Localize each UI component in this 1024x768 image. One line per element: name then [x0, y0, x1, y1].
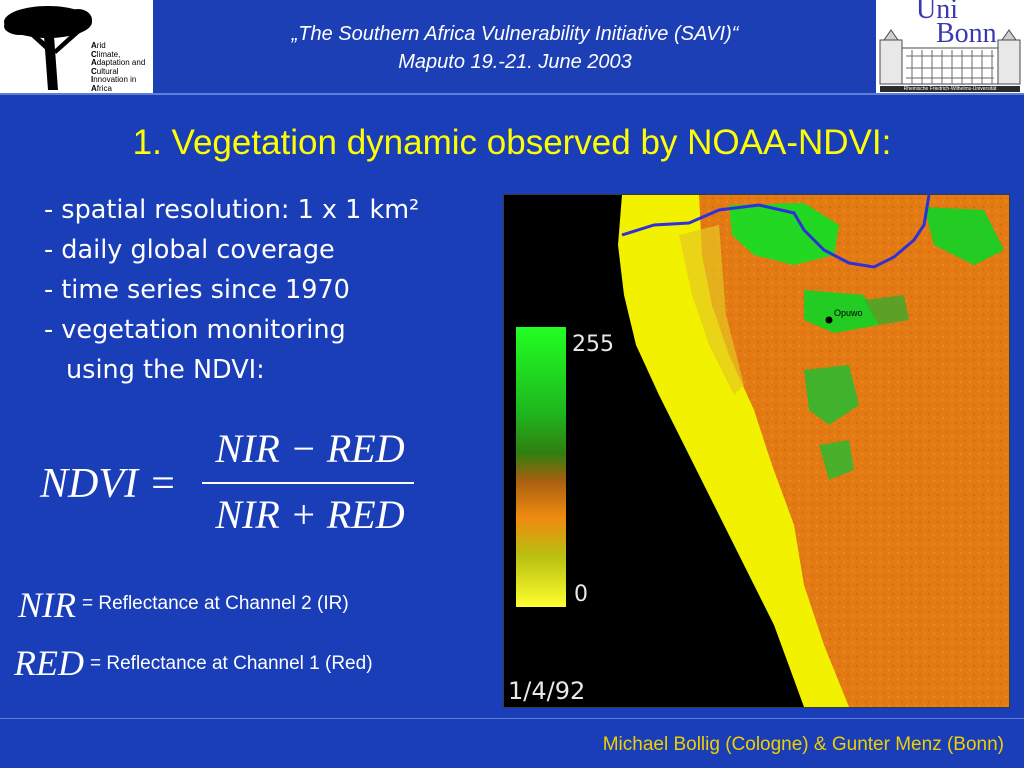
legend-min-label: 0 — [574, 582, 588, 607]
red-description: = Reflectance at Channel 1 (Red) — [90, 653, 373, 674]
bullet-time-series: - time series since 1970 — [44, 275, 350, 305]
bullet-monitoring: - vegetation monitoring — [44, 315, 346, 345]
ndvi-formula: NDVI = NIR − RED NIR + RED — [40, 425, 420, 540]
ndvi-legend-bar — [516, 327, 566, 607]
acacia-tree-icon — [0, 0, 153, 93]
acacia-logo: Arid Climate, Adaptation and Cultural In… — [0, 0, 153, 93]
acacia-acronym: Arid Climate, Adaptation and Cultural In… — [91, 41, 146, 93]
fraction-bar — [202, 482, 414, 484]
nir-description: = Reflectance at Channel 2 (IR) — [82, 593, 349, 614]
header-title: „The Southern Africa Vulnerability Initi… — [160, 20, 870, 76]
formula-numerator: NIR − RED — [215, 426, 405, 471]
nir-symbol: NIR — [18, 585, 76, 625]
ndvi-satellite-map: Opuwo 255 0 1/4/92 — [504, 194, 1009, 707]
conference-title: „The Southern Africa Vulnerability Initi… — [291, 23, 739, 45]
red-symbol: RED — [14, 643, 84, 683]
formula-denominator: NIR + RED — [215, 492, 405, 537]
university-building-icon — [876, 0, 1024, 93]
formula-lhs: NDVI = — [40, 461, 177, 507]
bullet-ndvi: using the NDVI: — [66, 355, 265, 385]
legend-max-label: 255 — [572, 332, 614, 357]
footer-credit: Michael Bollig (Cologne) & Gunter Menz (… — [602, 734, 1004, 755]
bonn-wordmark: Bonn — [936, 18, 997, 49]
bullet-list: - spatial resolution: 1 x 1 km² - daily … — [44, 190, 419, 390]
definition-nir: NIR = Reflectance at Channel 2 (IR) — [18, 583, 478, 629]
opuwo-marker — [825, 316, 833, 324]
slide-title: 1. Vegetation dynamic observed by NOAA-N… — [132, 123, 892, 162]
bullet-coverage: - daily global coverage — [44, 235, 335, 265]
university-caption: Rheinische Friedrich-Wilhelms-Universitä… — [903, 86, 997, 92]
uni-wordmark: Uni — [916, 0, 958, 25]
ndvi-map-image: Opuwo 255 0 1/4/92 — [503, 194, 1010, 708]
footer-divider — [0, 718, 1024, 719]
definition-red: RED = Reflectance at Channel 1 (Red) — [14, 641, 484, 687]
bullet-resolution: - spatial resolution: 1 x 1 km² — [44, 195, 420, 225]
conference-date: Maputo 19.-21. June 2003 — [398, 51, 632, 73]
map-date: 1/4/92 — [508, 677, 585, 705]
opuwo-label: Opuwo — [834, 308, 863, 318]
header-bar — [0, 0, 1024, 95]
uni-bonn-logo: Uni Bonn Rheinische Friedrich-Wilhelms-U… — [876, 0, 1024, 93]
